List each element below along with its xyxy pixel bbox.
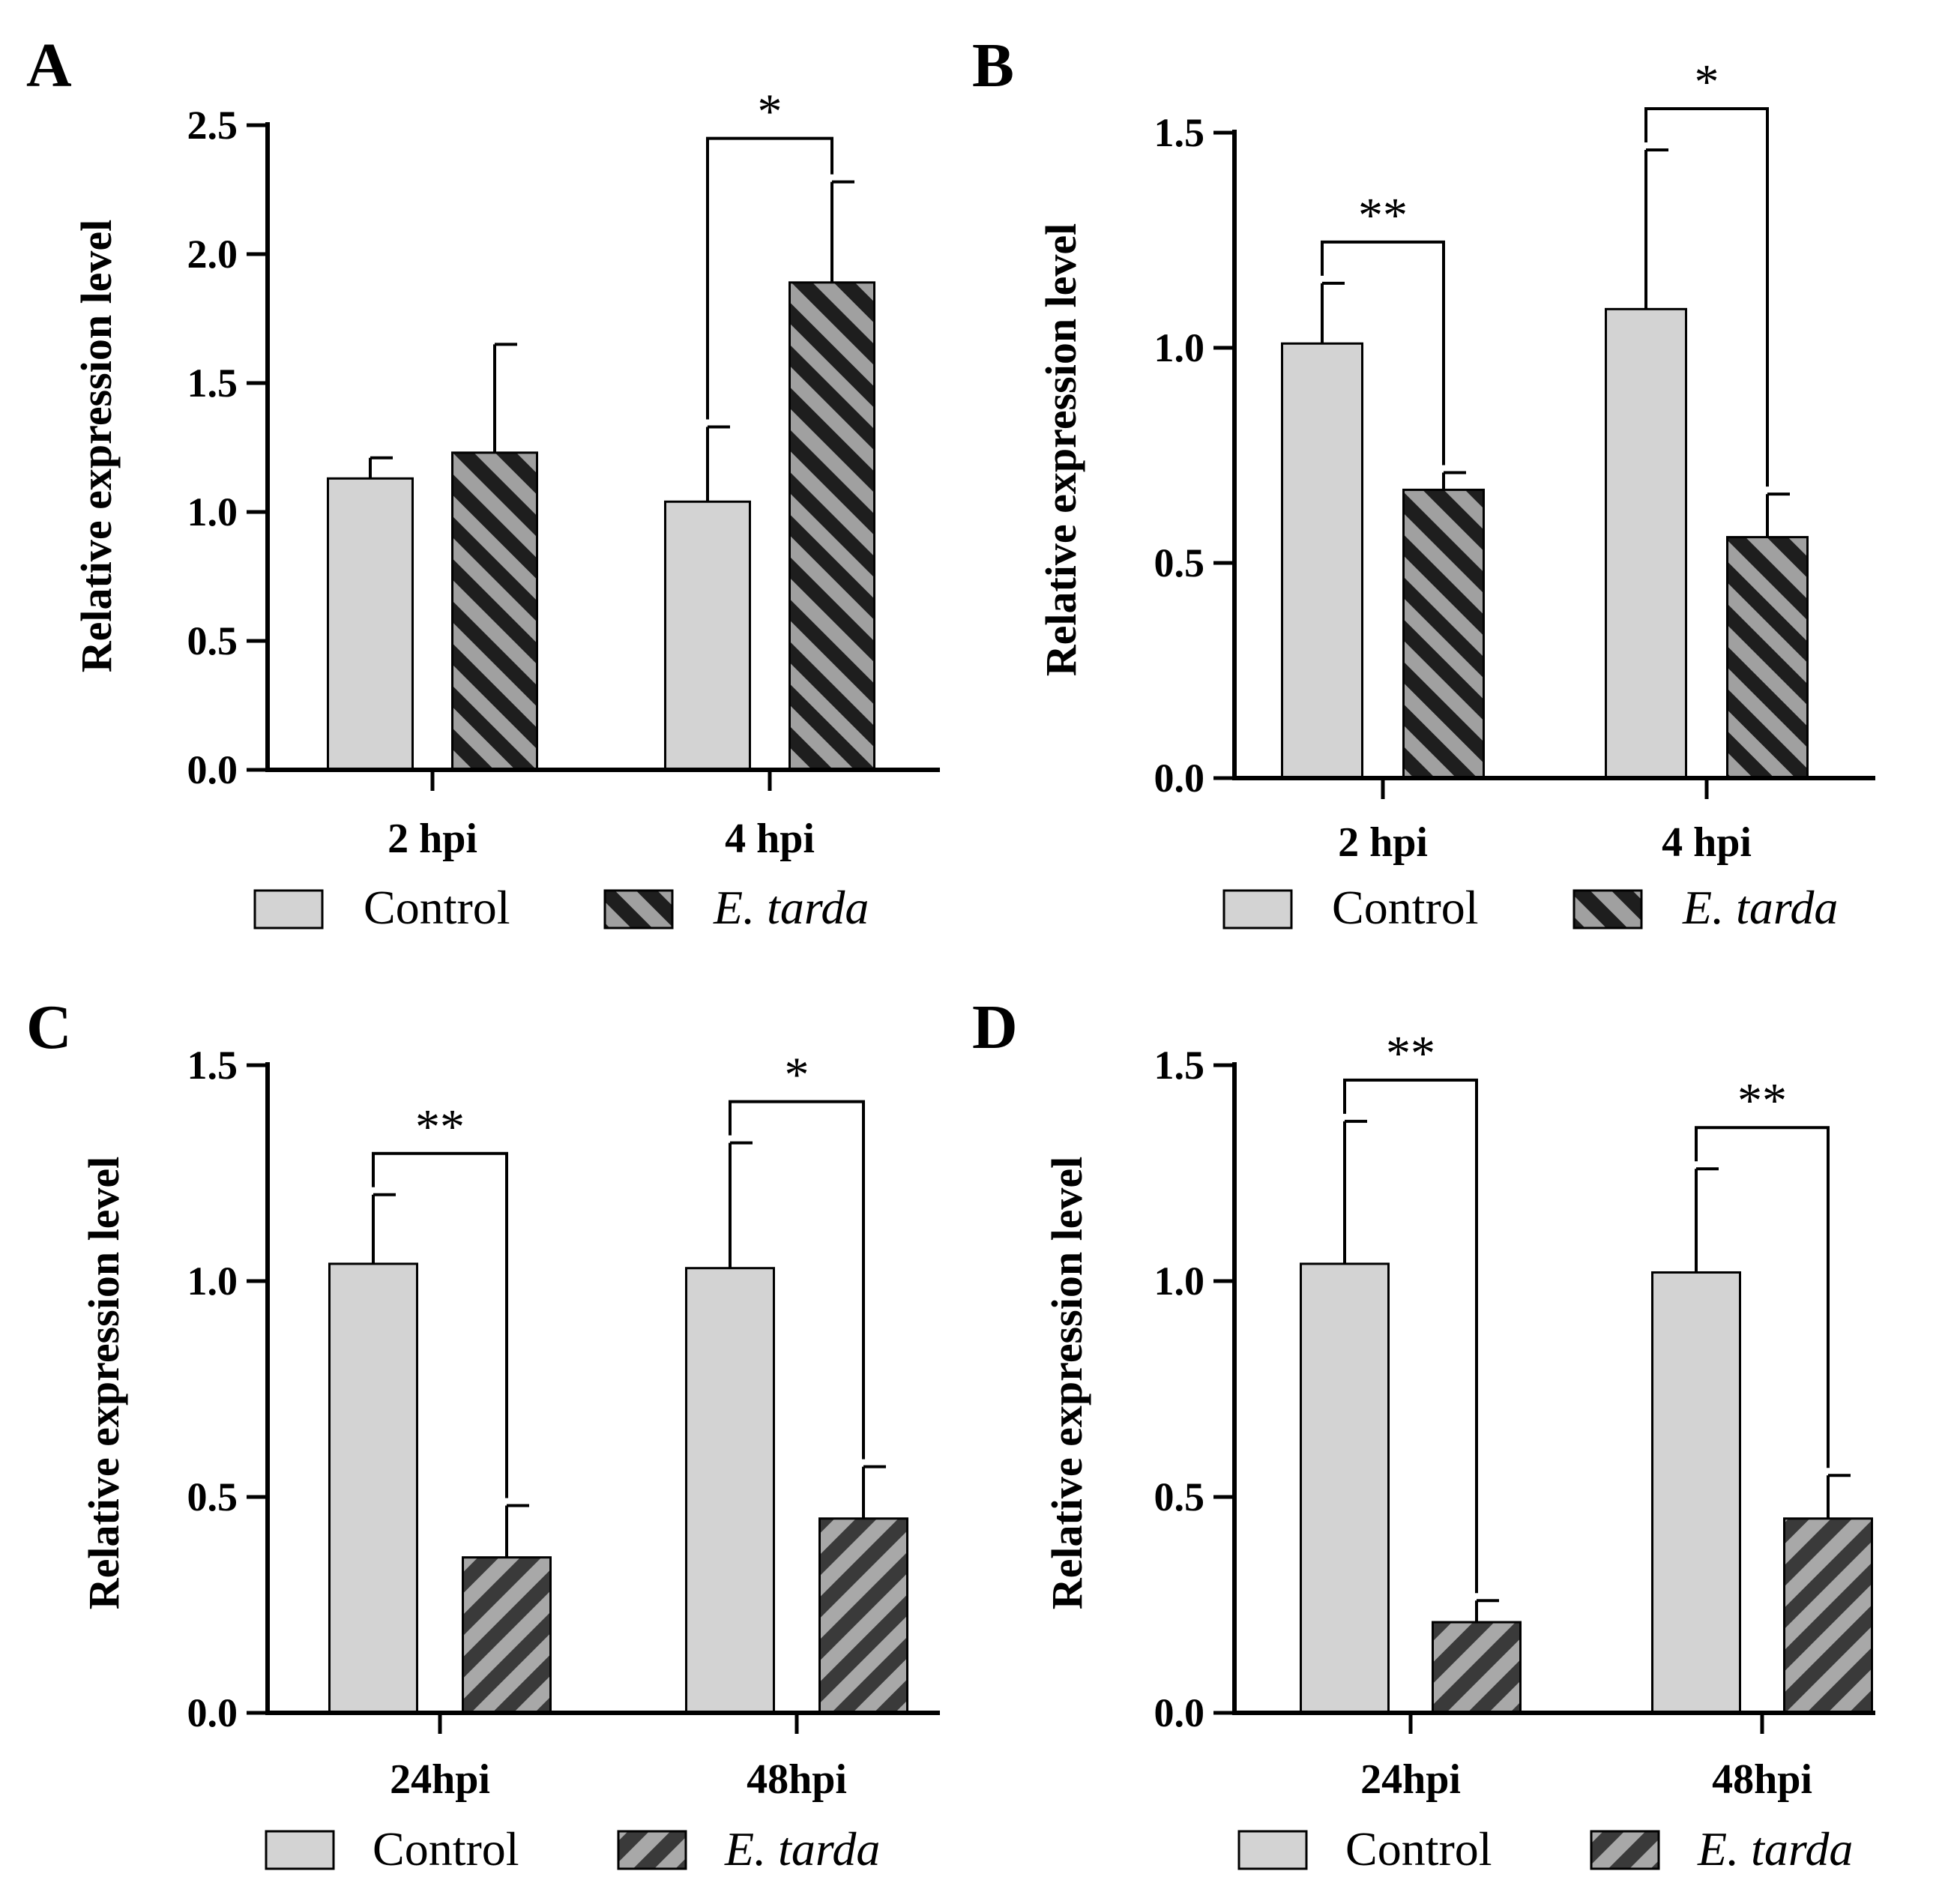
y-tick-label: 0.0 [187,1690,238,1735]
y-tick-label: 0.5 [1154,1474,1205,1519]
y-axis-label: Relative expression level [79,1157,128,1610]
x-category-label: 48hpi [1712,1756,1812,1803]
significance-label: * [758,85,783,139]
y-tick-label: 1.0 [1154,325,1205,370]
bar-e-tarda [451,451,538,771]
legend-swatch-e-tarda [603,889,674,930]
bar-control [328,1262,418,1714]
significance-bracket [706,136,833,420]
x-category-label: 2 hpi [388,816,477,862]
panel-letter: C [26,992,72,1062]
legend-swatch-control [253,889,324,930]
legend-label-e-tarda: E. tarda [1682,881,1838,934]
legend-label-control: Control [373,1822,519,1876]
legend-swatch-control [1237,1830,1308,1870]
y-tick-label: 0.0 [1154,1690,1205,1735]
x-category-label: 4 hpi [725,816,815,862]
x-category-label: 2 hpi [1338,819,1428,866]
significance-label: ** [1358,188,1408,243]
bar-control [1300,1262,1390,1714]
legend-swatch-e-tarda [1590,1830,1660,1870]
significance-bracket [729,1100,865,1459]
significance-label: * [1695,55,1719,109]
legend-swatch-control [1222,889,1293,930]
y-tick-label: 1.5 [1154,110,1205,155]
bar-e-tarda [1726,536,1809,780]
significance-label: * [785,1048,809,1103]
bar-control [1651,1271,1741,1714]
bar-e-tarda [1783,1517,1873,1714]
bar-control [664,500,751,771]
legend-label-control: Control [1345,1822,1492,1876]
y-tick-label: 0.0 [187,747,238,792]
legend-swatch-e-tarda [617,1830,687,1870]
significance-label: ** [415,1100,465,1154]
legend: Control E. tarda [1222,881,1838,934]
y-tick-label: 1.5 [1154,1043,1205,1088]
bar-e-tarda [788,281,875,771]
panel-b: B Relative expression level 0.0 0.5 1.0 1.5 2 … [972,31,1875,934]
x-category-label: 48hpi [747,1756,847,1803]
legend-label-e-tarda: E. tarda [724,1822,880,1876]
legend: Control E. tarda [1237,1822,1853,1876]
y-tick-label: 1.0 [187,489,238,534]
significance-bracket [372,1151,508,1498]
y-tick-label: 2.0 [187,232,238,277]
significance-bracket [1695,1126,1830,1468]
x-category-label: 24hpi [1360,1756,1461,1803]
panel-letter: B [972,31,1014,100]
legend-swatch-e-tarda [1572,889,1643,930]
y-tick-label: 1.0 [1154,1259,1205,1304]
y-tick-label: 2.5 [187,103,238,148]
panel-letter: D [972,992,1018,1062]
legend-label-control: Control [364,881,510,934]
y-tick-label: 1.0 [187,1259,238,1304]
significance-label: ** [1737,1073,1787,1128]
bar-e-tarda [1402,488,1485,780]
significance-bracket [1343,1078,1478,1594]
legend: Control E. tarda [265,1822,880,1876]
bar-e-tarda [1432,1621,1522,1714]
bar-control [327,477,414,771]
panel-d: D Relative expression level 0.0 0.5 1.0 1.5 24… [972,992,1875,1876]
bar-e-tarda [462,1556,552,1714]
legend-label-control: Control [1332,881,1479,934]
significance-bracket [1321,240,1445,466]
y-tick-label: 0.0 [1154,756,1205,801]
legend-label-e-tarda: E. tarda [713,881,869,934]
bar-control [1605,307,1687,780]
y-tick-label: 0.5 [187,618,238,663]
panel-a: A Relative expression level 0.0 0.5 1.0 1.5 2.… [26,31,940,934]
y-tick-label: 1.5 [187,361,238,406]
bar-e-tarda [818,1517,908,1714]
y-axis-label: Relative expression level [1043,1157,1091,1610]
panel-letter: A [26,31,72,100]
y-axis-label: Relative expression level [72,220,121,673]
x-category-label: 24hpi [390,1756,490,1803]
significance-label: ** [1386,1026,1435,1081]
y-tick-label: 0.5 [1154,540,1205,585]
legend-label-e-tarda: E. tarda [1697,1822,1853,1876]
significance-bracket [1644,106,1769,487]
y-tick-label: 0.5 [187,1474,238,1519]
bar-control [685,1267,775,1714]
x-category-label: 4 hpi [1662,819,1752,866]
bar-control [1281,342,1363,780]
y-tick-label: 1.5 [187,1043,238,1088]
legend-swatch-control [265,1830,335,1870]
legend: Control E. tarda [253,881,869,934]
panel-c: C Relative expression level 0.0 0.5 1.0 1.5 24… [26,992,940,1876]
y-axis-label: Relative expression level [1037,223,1085,677]
